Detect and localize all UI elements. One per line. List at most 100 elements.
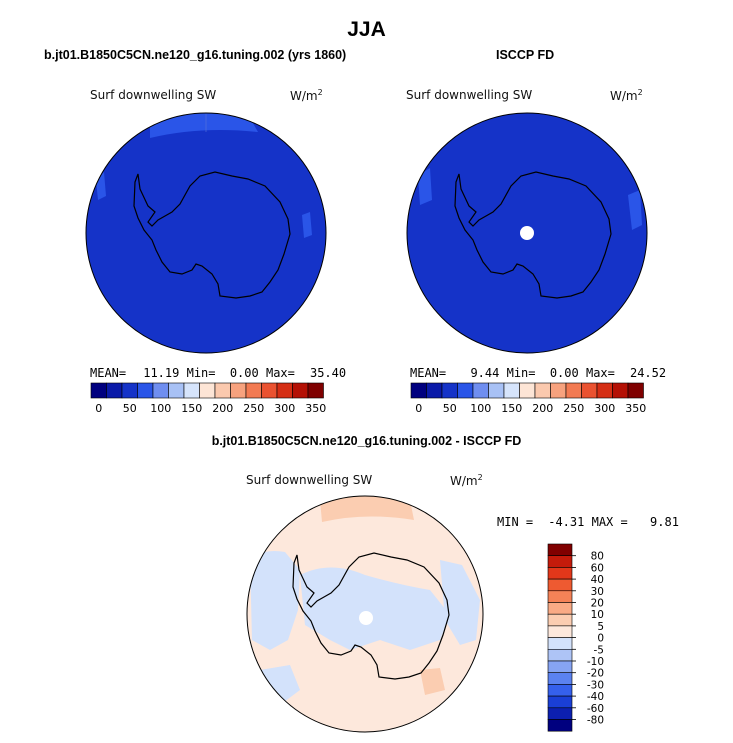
diff-colorbar-tick-label: 20: [591, 598, 604, 610]
diff-colorbar-box: [547, 590, 573, 603]
left-colorbar-box: [121, 382, 138, 399]
left-colorbar-box: [245, 382, 262, 399]
diff-map-border: [246, 495, 484, 733]
diff-colorbar-tick-label: -40: [587, 691, 604, 703]
figure-title: JJA: [347, 18, 386, 41]
right-colorbar-tick-label: 250: [563, 402, 584, 415]
diff-colorbar-box: [547, 707, 573, 720]
right-colorbar-box: [581, 382, 598, 399]
right-map-border: [406, 112, 648, 354]
diff-colorbar-tick-label: -5: [594, 644, 604, 656]
left-colorbar-box: [307, 382, 324, 399]
left-map-border: [85, 112, 327, 354]
diff-colorbar-box: [547, 684, 573, 697]
diff-colorbar-tick-label: 60: [591, 562, 604, 574]
left-colorbar-box: [152, 382, 169, 399]
diff-map-cool-region-inner: [300, 567, 450, 650]
right-colorbar-box: [488, 382, 505, 399]
diff-stats: MIN = -4.31 MAX = 9.81: [497, 515, 679, 529]
diff-colorbar-tick-label: -10: [587, 656, 604, 668]
left-units-label: W/m2: [290, 88, 323, 103]
right-map-light-patch-west: [418, 168, 432, 205]
diff-colorbar-box: [547, 695, 573, 709]
right-colorbar-box: [503, 382, 520, 399]
diff-units-label: W/m2: [450, 473, 483, 488]
right-colorbar-box: [550, 382, 567, 399]
diff-panel-header: b.jt01.B1850C5CN.ne120_g16.tuning.002 - …: [211, 434, 522, 448]
right-colorbar-box: [472, 382, 489, 399]
left-colorbar-tick-label: 200: [212, 402, 233, 415]
right-panel-header: ISCCP FD: [496, 48, 555, 62]
diff-map-cool-region-west: [250, 551, 300, 650]
left-colorbar-box: [230, 382, 247, 399]
right-map-pole-hole: [520, 226, 534, 240]
left-colorbar-tick-label: 0: [95, 402, 102, 415]
left-colorbar-box: [168, 382, 185, 399]
right-colorbar-box: [612, 382, 629, 399]
diff-colorbar-tick-label: 40: [591, 574, 604, 586]
right-colorbar-box: [534, 382, 551, 399]
diff-colorbar-box: [547, 602, 573, 615]
diff-map-cool-region-east: [440, 560, 480, 645]
diff-map-warm-patch-north: [320, 496, 414, 522]
diff-colorbar-tick-label: 5: [597, 621, 604, 633]
left-colorbar-tick-label: 50: [123, 402, 137, 415]
diff-colorbar-box: [547, 672, 573, 685]
diff-colorbar-tick-label: -30: [587, 679, 604, 691]
left-colorbar-tick-label: 100: [150, 402, 171, 415]
left-stats: MEAN= 11.19 Min= 0.00 Max= 35.40: [90, 366, 347, 380]
left-map-ocean: [86, 113, 326, 353]
left-colorbar-box: [106, 382, 123, 399]
diff-colorbar-tick-label: -80: [587, 715, 604, 727]
diff-colorbar-box: [547, 555, 573, 568]
left-colorbar-box: [183, 382, 200, 399]
left-colorbar-box: [292, 382, 309, 399]
diff-colorbar-tick-label: 0: [597, 633, 604, 645]
right-colorbar: 0 50 100 150 200 250 300 350: [410, 382, 646, 415]
diff-colorbar-tick-label: -20: [587, 668, 604, 680]
right-units-label: W/m2: [610, 88, 643, 103]
right-colorbar-box: [519, 382, 536, 399]
diff-variable-label: Surf downwelling SW: [246, 473, 373, 487]
right-colorbar-box: [410, 382, 427, 399]
left-colorbar-box: [214, 382, 231, 399]
left-map-light-patch-east: [302, 212, 312, 238]
right-colorbar-box: [441, 382, 458, 399]
right-variable-label: Surf downwelling SW: [406, 88, 533, 102]
right-stats: MEAN= 9.44 Min= 0.00 Max= 24.52: [410, 366, 667, 380]
right-map-light-patch-east: [628, 190, 642, 230]
right-colorbar-box: [596, 382, 613, 399]
left-variable-label: Surf downwelling SW: [90, 88, 217, 102]
right-colorbar-tick-label: 0: [415, 402, 422, 415]
right-colorbar-box: [457, 382, 474, 399]
diff-colorbar-box: [547, 660, 573, 673]
right-colorbar-tick-label: 350: [625, 402, 646, 415]
diff-colorbar-box: [547, 567, 573, 580]
left-colorbar-box: [90, 382, 107, 399]
left-panel-header: b.jt01.B1850C5CN.ne120_g16.tuning.002 (y…: [44, 48, 347, 62]
right-map: [406, 112, 648, 354]
diff-colorbar-tick-label: -60: [587, 703, 604, 715]
diff-colorbar-box: [547, 543, 573, 556]
diff-map-warm-patch-southeast: [420, 668, 445, 695]
left-colorbar-tick-label: 150: [181, 402, 202, 415]
left-colorbar-box: [199, 382, 216, 399]
left-map-light-patch-north: [150, 113, 258, 138]
diff-colorbar-box: [547, 578, 573, 592]
right-colorbar-box: [565, 382, 582, 399]
right-colorbar-tick-label: 150: [501, 402, 522, 415]
diff-colorbar-box: [547, 637, 573, 650]
right-colorbar-tick-label: 50: [443, 402, 457, 415]
right-colorbar-tick-label: 200: [532, 402, 553, 415]
left-colorbar: 0 50 100 150 200 250 300 350: [90, 382, 326, 415]
diff-map: [246, 495, 484, 733]
diff-colorbar-box: [547, 648, 573, 662]
right-colorbar-tick-label: 100: [470, 402, 491, 415]
diff-colorbar-tick-label: 10: [591, 609, 604, 621]
right-colorbar-tick-label: 300: [594, 402, 615, 415]
left-colorbar-tick-label: 350: [305, 402, 326, 415]
diff-colorbar-box: [547, 613, 573, 627]
left-colorbar-tick-label: 300: [274, 402, 295, 415]
right-colorbar-box: [426, 382, 443, 399]
